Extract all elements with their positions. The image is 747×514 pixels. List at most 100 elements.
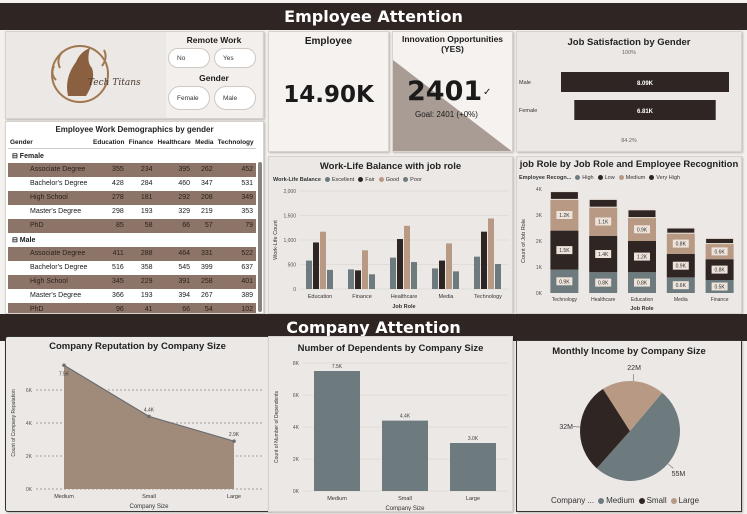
table-cell: 79 — [215, 218, 256, 233]
group-row[interactable]: ⊟ Male — [8, 232, 256, 247]
check-icon: ✓ — [483, 87, 492, 98]
bar[interactable] — [495, 264, 501, 289]
group-row[interactable]: ⊟ Female — [8, 148, 256, 163]
legend-dot — [575, 175, 581, 181]
column-header-4[interactable]: Media — [193, 137, 216, 149]
area-point[interactable] — [62, 363, 66, 368]
bar[interactable] — [397, 239, 403, 289]
y-tick-label: 0K — [536, 291, 543, 297]
remote-no-option[interactable]: No — [168, 48, 210, 68]
job-role-legend: Employee Recogn... High Low Medium Very High — [519, 175, 680, 181]
bar[interactable] — [446, 243, 452, 289]
gender-male-option[interactable]: Male — [214, 86, 256, 110]
table-scrollbar[interactable] — [258, 162, 262, 312]
bar[interactable] — [306, 260, 312, 289]
x-tick-label: Small — [142, 494, 156, 500]
area-point[interactable] — [232, 439, 236, 443]
stacked-segment[interactable] — [549, 191, 579, 200]
column-header-1[interactable]: Education — [91, 137, 127, 149]
remote-yes-option[interactable]: Yes — [214, 48, 256, 68]
y-tick-label: 6K — [293, 393, 300, 399]
legend-label[interactable]: Very High — [656, 175, 681, 181]
pie-data-label: 22M — [627, 365, 641, 372]
legend-label[interactable]: Poor — [410, 177, 422, 183]
bar[interactable] — [320, 231, 326, 289]
data-label: 1.2K — [559, 213, 570, 219]
bar[interactable] — [404, 225, 410, 289]
stacked-segment[interactable] — [705, 237, 735, 245]
slicer-box: Remote Work No Yes Gender Female Male — [166, 32, 262, 118]
bar[interactable] — [313, 242, 319, 289]
stacked-segment[interactable] — [666, 227, 696, 234]
stacked-segment[interactable] — [627, 209, 657, 219]
bar[interactable] — [314, 371, 360, 491]
table-row: Associate Degree 355 234 395 262 452 — [8, 162, 256, 177]
legend-label[interactable]: Medium — [625, 175, 646, 181]
y-tick-label: 6K — [26, 388, 33, 394]
data-label: 0.8K — [676, 242, 687, 248]
work-life-legend: Work-Life Balance Excellent Fair Good Poor — [273, 177, 422, 183]
work-life-panel: Work-Life Balance with job role Work-Lif… — [268, 156, 513, 314]
dependents-chart: 0K 2K 4K 6K 8K 7.5K Medium 4.4K Small 3.0K Large Co… — [274, 361, 507, 511]
y-tick-label: 1,000 — [283, 238, 296, 244]
legend-label[interactable]: Medium — [606, 496, 635, 505]
legend-label[interactable]: Large — [678, 496, 700, 505]
table-cell: 96 — [91, 302, 127, 313]
bar[interactable] — [390, 257, 396, 289]
y-tick-label: 500 — [288, 263, 297, 269]
table-cell: 347 — [193, 176, 216, 191]
row-label: Bachelor's Degree — [8, 176, 92, 191]
legend-label[interactable]: Excellent — [331, 177, 355, 183]
bar[interactable] — [488, 218, 494, 289]
job-satisfaction-panel: Job Satisfaction by Gender 100% Male 8.09… — [516, 31, 742, 152]
funnel-bar[interactable] — [561, 72, 729, 92]
row-label: High School — [8, 274, 92, 289]
column-header-5[interactable]: Technology — [215, 137, 256, 149]
row-label: High School — [8, 190, 92, 205]
y-tick-label: 2,000 — [283, 189, 296, 195]
bar[interactable] — [411, 262, 417, 289]
bar[interactable] — [362, 250, 368, 289]
column-header-3[interactable]: Healthcare — [155, 137, 194, 149]
table-cell: 394 — [155, 288, 194, 303]
gender-female-option[interactable]: Female — [168, 86, 210, 110]
bar[interactable] — [355, 270, 361, 289]
column-header-2[interactable]: Finance — [126, 137, 156, 149]
column-header-0[interactable]: Gender — [8, 137, 92, 149]
work-life-title: Work-Life Balance with job role — [319, 161, 462, 172]
table-cell: 193 — [126, 204, 156, 219]
legend-label[interactable]: Good — [385, 177, 400, 183]
bar[interactable] — [474, 256, 480, 289]
x-tick-label: Large — [227, 494, 241, 500]
table-cell: 428 — [91, 176, 127, 191]
y-tick-label: 4K — [536, 187, 543, 193]
group-label[interactable]: ⊟ Male — [8, 232, 256, 247]
pie-slice[interactable] — [580, 388, 630, 469]
group-label[interactable]: ⊟ Female — [8, 148, 256, 163]
data-label: 0.9K — [676, 264, 687, 270]
bar[interactable] — [439, 260, 445, 289]
legend-label[interactable]: Low — [604, 175, 615, 181]
bar[interactable] — [453, 271, 459, 289]
pie-slice[interactable] — [603, 381, 663, 431]
bar[interactable] — [432, 268, 438, 289]
employee-kpi-title: Employee — [304, 36, 353, 47]
legend-label[interactable]: Fair — [365, 177, 375, 183]
legend-label[interactable]: Small — [646, 496, 667, 505]
y-tick-label: 0K — [26, 487, 33, 493]
bar[interactable] — [348, 269, 354, 289]
row-label: Bachelor's Degree — [8, 260, 92, 275]
area-point[interactable] — [147, 414, 151, 419]
bar[interactable] — [481, 231, 487, 289]
legend-label[interactable]: High — [582, 175, 594, 181]
bar[interactable] — [382, 420, 428, 491]
stacked-segment[interactable] — [588, 198, 618, 208]
funnel-bar[interactable] — [574, 100, 716, 120]
data-label-box — [595, 278, 612, 287]
bar[interactable] — [369, 274, 375, 289]
bar[interactable] — [327, 269, 333, 289]
legend-title: Work-Life Balance — [273, 177, 321, 183]
x-axis-label: Job Role — [630, 306, 653, 312]
bar[interactable] — [450, 443, 496, 491]
pie-slice[interactable] — [596, 392, 680, 481]
